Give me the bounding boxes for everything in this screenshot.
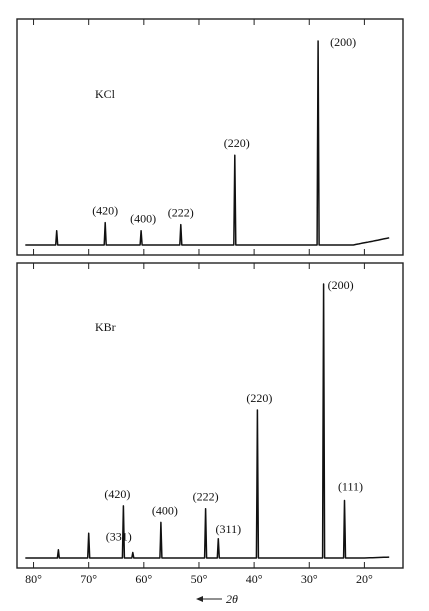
peak-label: (400) xyxy=(152,503,178,517)
peak-label: (331) xyxy=(106,530,132,544)
peak-label: (400) xyxy=(130,212,156,226)
kcl-frame xyxy=(16,18,404,256)
kcl-panel: KCl (420) (400) (222) (220) (200) xyxy=(16,18,404,256)
kbr-frame xyxy=(16,262,404,569)
peak-label: (200) xyxy=(330,35,356,49)
x-axis-arrow-head xyxy=(196,596,203,602)
kbr-peak-labels: (420) (331) (400) (222) (311) (220) (200) (111) xyxy=(104,278,363,544)
peak-label: (222) xyxy=(193,490,219,504)
x-tick-label: 40° xyxy=(246,572,263,586)
x-axis-title: 2θ xyxy=(226,592,238,606)
kcl-title: KCl xyxy=(95,87,116,101)
x-tick-label: 80° xyxy=(25,572,42,586)
kbr-panel: KBr (420)(331)(400)(222)(311)(220)(200)(… xyxy=(16,262,404,569)
kcl-peak-labels: (420) (400) (222) (220) (200) xyxy=(92,35,356,226)
kbr-ticks xyxy=(33,263,365,568)
peak-label: (311) xyxy=(216,522,242,536)
kbr-title: KBr xyxy=(95,320,116,334)
peak-label: (200) xyxy=(328,278,354,292)
x-axis-label: 2θ xyxy=(196,592,238,606)
peak-label: (220) xyxy=(224,136,250,150)
peak-label: (220) xyxy=(246,391,272,405)
peak-label: (222) xyxy=(168,206,194,220)
peak-label: (420) xyxy=(92,204,118,218)
x-tick-label: 60° xyxy=(135,572,152,586)
x-tick-label: 30° xyxy=(301,572,318,586)
kcl-trace xyxy=(25,40,390,246)
x-tick-label: 70° xyxy=(80,572,97,586)
kcl-top-ticks xyxy=(33,19,365,255)
kbr-trace xyxy=(25,283,390,559)
x-tick-label: 50° xyxy=(191,572,208,586)
peak-label: (111) xyxy=(338,480,363,494)
x-tick-label: 20° xyxy=(356,572,373,586)
peak-label: (420) xyxy=(104,487,130,501)
x-tick-labels: 80° 70° 60° 50° 40° 30° 20° xyxy=(25,572,373,586)
